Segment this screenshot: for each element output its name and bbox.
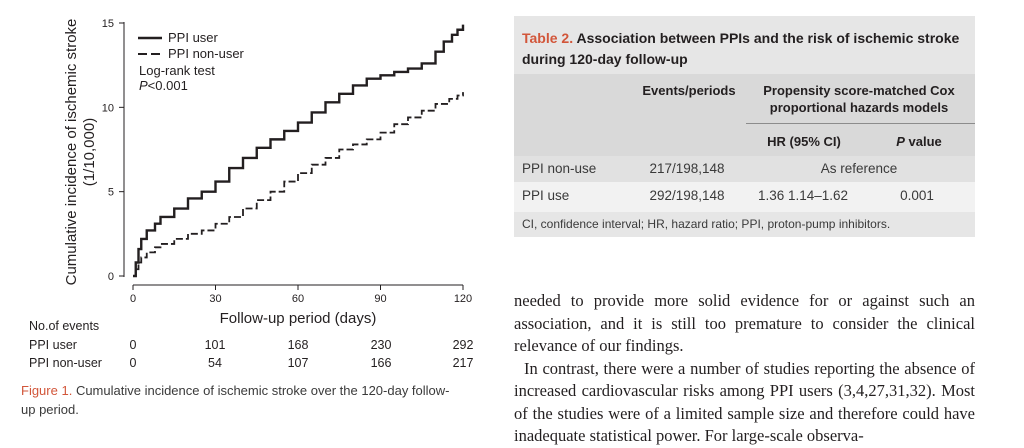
table-title: Table 2. Association between PPIs and th… — [522, 28, 974, 70]
row-events: 292/198,148 — [649, 188, 725, 203]
header-hr: HR (95% CI) — [767, 134, 841, 149]
p-italic: P — [139, 78, 148, 93]
events-cell: 292 — [452, 338, 474, 352]
p-value-annotation: P<0.001 — [139, 78, 188, 93]
events-cell: 0 — [129, 356, 137, 370]
events-cell: 166 — [370, 356, 392, 370]
figure-caption: Figure 1. Cumulative incidence of ischem… — [21, 381, 461, 419]
header-p-value: P value — [879, 133, 959, 150]
table-row-ppi-non-use: PPI non-use 217/198,148 As reference — [514, 156, 975, 182]
series-line-ppi-user — [133, 24, 465, 278]
x-tick-label: 90 — [374, 293, 386, 305]
kaplan-meier-chart: 0 5 10 15 0 30 60 90 120 Cumulative incidence o… — [63, 18, 472, 327]
y-tick-label: 0 — [108, 271, 114, 283]
table-body: Events/periods Propensity score-matched … — [514, 74, 975, 212]
x-tick-label: 120 — [454, 293, 472, 305]
events-cell: 101 — [204, 338, 226, 352]
row-hr: 1.36 1.14–1.62 — [757, 188, 849, 203]
events-title: No.of events — [29, 319, 100, 333]
p-value: <0.001 — [148, 78, 188, 93]
legend-label-ppi-user: PPI user — [168, 30, 219, 45]
header-model-line2: proportional hazards models — [769, 100, 949, 115]
table-title-text: Association between PPIs and the risk of… — [522, 30, 960, 67]
events-cell: 54 — [208, 356, 222, 370]
x-tick-label: 30 — [209, 293, 221, 305]
table-label: Table 2. — [522, 30, 574, 46]
legend: PPI user PPI non-user — [138, 30, 245, 61]
y-axis-ticks: 0 5 10 15 — [102, 18, 124, 283]
header-divider — [746, 123, 975, 124]
row-group: PPI non-use — [522, 161, 597, 176]
row-reference: As reference — [820, 161, 898, 176]
header-p-rest: value — [904, 134, 942, 149]
events-cell: 0 — [129, 338, 137, 352]
y-axis-label-line2: (1/10,000) — [81, 118, 98, 186]
y-tick-label: 5 — [108, 187, 114, 199]
table-header — [514, 74, 975, 156]
events-row-label: PPI user — [29, 338, 77, 352]
header-model-line1: Propensity score-matched Cox — [763, 83, 955, 98]
header-p-italic: P — [896, 134, 905, 149]
paragraph-1: needed to provide more solid evidence fo… — [514, 291, 975, 355]
y-tick-label: 10 — [102, 102, 114, 114]
y-axis-label-line1: Cumulative incidence of ischemic stroke — [63, 19, 80, 286]
x-axis-ticks: 0 30 60 90 120 — [130, 285, 472, 305]
row-events: 217/198,148 — [649, 161, 725, 176]
events-cell: 230 — [370, 338, 392, 352]
table-row-ppi-use: PPI use 292/198,148 1.36 1.14–1.62 0.001 — [514, 182, 975, 208]
table-footnote: CI, confidence interval; HR, hazard rati… — [522, 217, 891, 231]
paragraph-2: In contrast, there were a number of stud… — [514, 358, 975, 446]
row-group: PPI use — [522, 188, 570, 203]
row-p: 0.001 — [900, 188, 934, 203]
events-cell: 107 — [287, 356, 309, 370]
x-tick-label: 60 — [292, 293, 304, 305]
legend-label-ppi-non-user: PPI non-user — [168, 46, 245, 61]
events-row-label: PPI non-user — [29, 356, 102, 370]
x-axis-label: Follow-up period (days) — [220, 310, 377, 327]
log-rank-label: Log-rank test — [139, 63, 215, 78]
header-events-periods: Events/periods — [642, 83, 736, 98]
x-tick-label: 0 — [130, 293, 136, 305]
figure-caption-text: Cumulative incidence of ischemic stroke … — [21, 383, 450, 417]
figure-label: Figure 1. — [21, 383, 73, 398]
events-cell: 217 — [452, 356, 474, 370]
y-tick-label: 15 — [102, 18, 114, 30]
article-body-text: needed to provide more solid evidence fo… — [514, 290, 975, 448]
table-2-panel: Table 2. Association between PPIs and th… — [514, 16, 975, 237]
events-cell: 168 — [287, 338, 309, 352]
series-line-ppi-non-user — [133, 92, 464, 277]
